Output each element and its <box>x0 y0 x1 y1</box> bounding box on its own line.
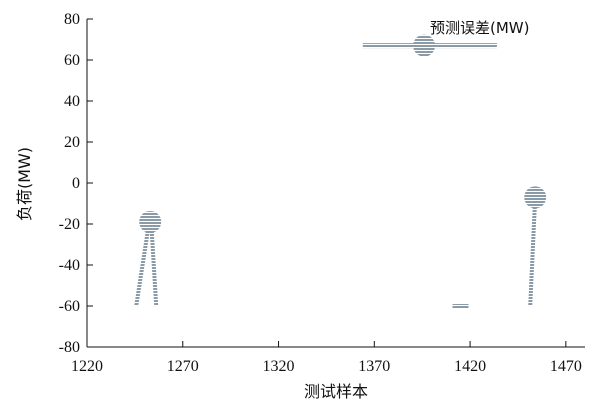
y-tick-label: -20 <box>59 216 80 233</box>
axes <box>86 19 585 348</box>
point-marker <box>139 210 162 233</box>
y-tick-label: 80 <box>64 11 80 28</box>
legend: 预测误差(MW) <box>362 19 529 57</box>
stem-line <box>134 221 152 307</box>
y-ticks: 80 60 40 20 0 -20 -40 -60 -80 <box>59 11 93 356</box>
y-tick-label: -60 <box>59 298 80 315</box>
point-marker <box>524 186 547 209</box>
legend-marker-sample <box>413 34 436 57</box>
legend-label: 预测误差(MW) <box>430 19 529 37</box>
x-tick-label: 1470 <box>550 358 582 375</box>
y-tick-label: 60 <box>64 52 80 69</box>
y-tick-label: 0 <box>72 175 80 192</box>
x-tick-label: 1420 <box>454 358 486 375</box>
x-tick-label: 1370 <box>358 358 390 375</box>
data-point <box>134 210 162 307</box>
x-tick-label: 1220 <box>71 358 103 375</box>
x-tick-label: 1320 <box>263 358 295 375</box>
x-tick-label: 1270 <box>167 358 199 375</box>
x-ticks: 1220 1270 1320 1370 1420 1470 <box>71 341 582 375</box>
y-axis-title: 负荷(MW) <box>15 147 34 221</box>
y-tick-label: 40 <box>64 93 80 110</box>
y-tick-label: -80 <box>59 339 80 356</box>
y-tick-label: 20 <box>64 134 80 151</box>
data-marks <box>134 186 547 308</box>
stem-line <box>149 221 159 307</box>
data-point <box>524 186 547 307</box>
stem-line <box>528 197 538 307</box>
y-tick-label: -40 <box>59 257 80 274</box>
x-axis-title: 测试样本 <box>304 382 368 401</box>
